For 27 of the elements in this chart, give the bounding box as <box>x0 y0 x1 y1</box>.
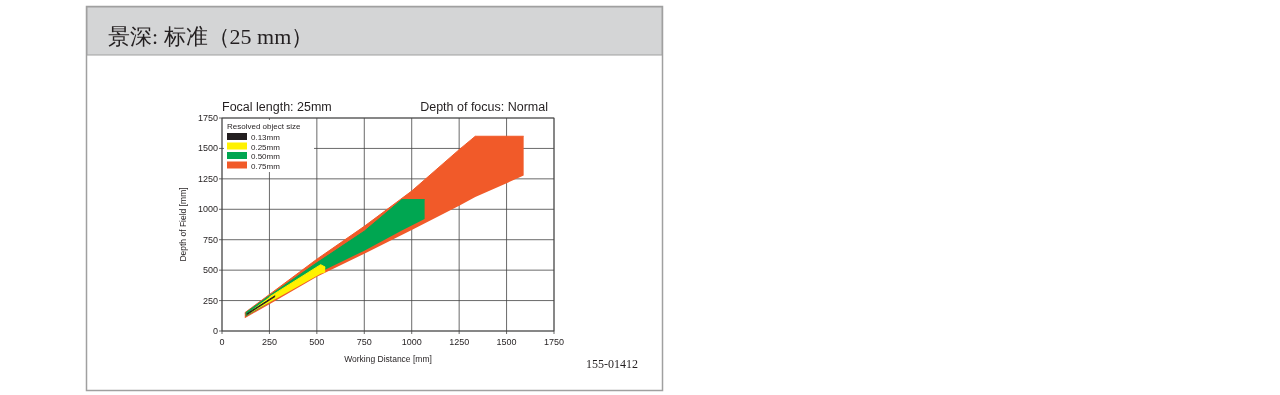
legend-title: Resolved object size <box>227 122 301 131</box>
x-tick-label: 500 <box>309 337 325 347</box>
text: Focal length: 25mm <box>222 100 332 114</box>
x-axis-title: Working Distance [mm] <box>344 354 432 364</box>
x-tick-label: 250 <box>261 337 277 347</box>
legend-label: 0.25mm <box>251 142 281 152</box>
y-tick-label: 250 <box>202 295 218 306</box>
x-tick-label: 0 <box>219 337 225 347</box>
chart-title: 景深: 标准（25 mm） <box>108 24 314 49</box>
y-tick-label: 1750 <box>197 113 218 123</box>
x-tick-label: 1750 <box>543 337 565 347</box>
x-tick-label: 750 <box>356 337 372 347</box>
x-tick-label: 1250 <box>449 337 470 347</box>
y-tick-label: 750 <box>202 234 218 245</box>
text: 155-01412 <box>586 357 638 371</box>
y-tick-label: 1500 <box>197 143 218 154</box>
x-tick-label: 1500 <box>496 337 517 347</box>
y-tick-label: 500 <box>202 265 218 276</box>
y-axis-title: Depth of Field [mm] <box>178 187 188 262</box>
y-tick-label: 1000 <box>197 204 218 215</box>
x-tick-label: 1000 <box>401 337 422 347</box>
legend-label: 0.75mm <box>251 161 281 171</box>
text: Depth of focus: Normal <box>420 100 548 114</box>
y-tick-label: 0 <box>212 326 218 336</box>
legend-label: 0.13mm <box>251 133 281 142</box>
y-tick-label: 1250 <box>197 173 218 184</box>
legend-label: 0.50mm <box>251 152 281 161</box>
